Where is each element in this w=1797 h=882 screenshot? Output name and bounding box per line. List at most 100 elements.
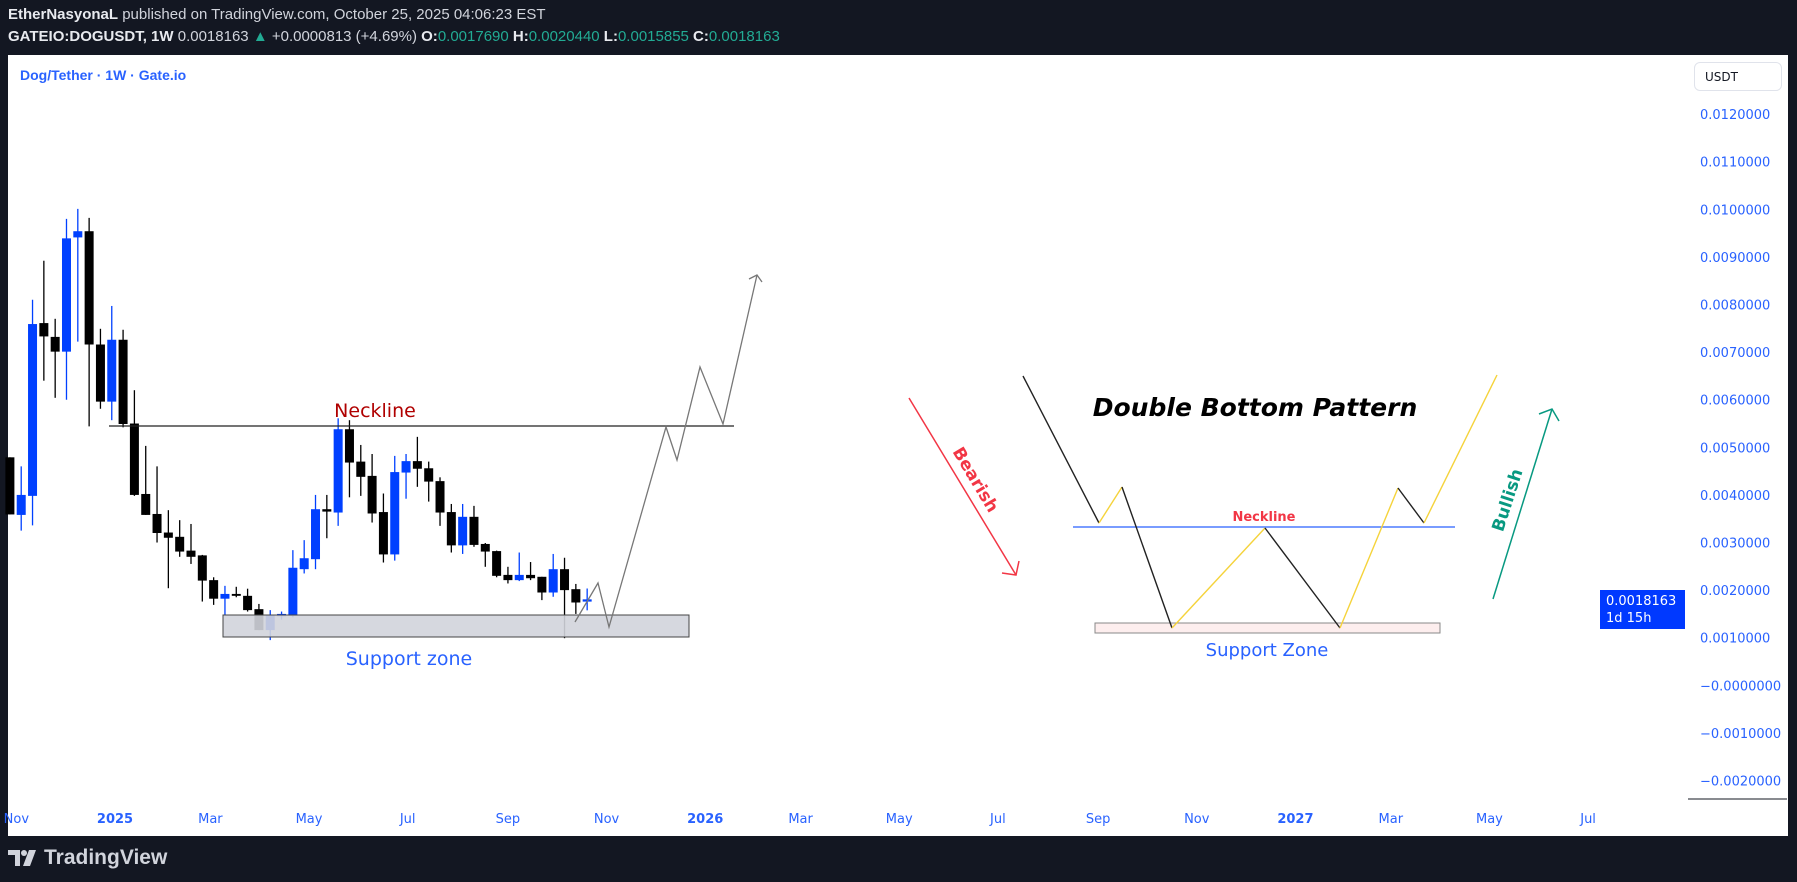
candle bbox=[571, 583, 581, 614]
candle-body bbox=[356, 461, 366, 477]
candle-body bbox=[401, 461, 411, 473]
candle-body bbox=[311, 509, 321, 560]
candle-body bbox=[39, 323, 49, 337]
close-label: C: bbox=[693, 28, 709, 45]
price-tick-label: 0.0030000 bbox=[1700, 537, 1770, 552]
candle-body bbox=[243, 595, 253, 611]
candle bbox=[5, 457, 15, 515]
candle bbox=[469, 505, 479, 547]
time-tick-label: Nov bbox=[1184, 812, 1210, 827]
currency-button[interactable]: USDT bbox=[1694, 62, 1782, 91]
candle-body bbox=[560, 569, 570, 591]
bullish-arrow[interactable] bbox=[1492, 408, 1553, 600]
time-tick-label: Sep bbox=[496, 812, 521, 827]
candle bbox=[299, 540, 309, 574]
tradingview-logo-icon bbox=[8, 850, 36, 866]
triangle-up-icon: ▲ bbox=[252, 28, 268, 45]
price-tick-label: 0.0090000 bbox=[1700, 251, 1770, 266]
candle bbox=[435, 477, 445, 526]
candle bbox=[175, 520, 185, 557]
pattern-leg bbox=[1121, 486, 1173, 629]
candle-body bbox=[344, 429, 354, 463]
candle-body bbox=[390, 472, 400, 555]
time-tick-label: Mar bbox=[1379, 812, 1404, 827]
candle-body bbox=[141, 493, 151, 515]
pattern-title: Double Bottom Pattern bbox=[1093, 393, 1418, 422]
time-tick-label: May bbox=[296, 812, 323, 827]
candle bbox=[107, 305, 117, 421]
time-axis: Nov 2025 Mar May Jul Sep Nov 2026 Mar May Jul Sep No… bbox=[4, 812, 1596, 827]
candle-body bbox=[435, 481, 445, 513]
price-tick-label: −0.0020000 bbox=[1700, 775, 1781, 790]
arrow-down-icon bbox=[1001, 560, 1020, 576]
candle bbox=[378, 493, 388, 563]
candle bbox=[412, 436, 422, 487]
time-tick-label: May bbox=[1476, 812, 1503, 827]
candle-body bbox=[537, 576, 547, 593]
candle-body bbox=[129, 423, 139, 495]
close-value: 0.0018163 bbox=[708, 28, 780, 45]
candle bbox=[446, 503, 456, 553]
candle-body bbox=[514, 574, 524, 581]
candle-body bbox=[367, 475, 377, 514]
candle-body bbox=[526, 574, 536, 579]
candle-body bbox=[412, 461, 422, 469]
time-tick-label: Nov bbox=[594, 812, 620, 827]
candle bbox=[288, 550, 298, 618]
last-price-tag-value: 0.0018163 bbox=[1606, 594, 1677, 609]
candle bbox=[537, 576, 547, 601]
support-zone-right[interactable] bbox=[1094, 622, 1441, 634]
candle bbox=[84, 217, 94, 427]
price-tick-label: 0.0040000 bbox=[1700, 489, 1770, 504]
price-tick-label: −0.0010000 bbox=[1700, 727, 1781, 742]
time-tick-label: 2027 bbox=[1277, 812, 1313, 827]
time-tick-label: 2026 bbox=[687, 812, 723, 827]
candle-body bbox=[5, 457, 15, 515]
candle-body bbox=[152, 513, 162, 534]
candle bbox=[73, 208, 83, 342]
brand-name: TradingView bbox=[44, 846, 168, 869]
candle-body bbox=[458, 516, 468, 546]
candle-body bbox=[61, 238, 71, 352]
candle-body bbox=[378, 512, 388, 555]
candle bbox=[220, 585, 230, 615]
ohlc-legend: GATEIO:DOGUSDT, 1W 0.0018163 ▲ +0.000081… bbox=[8, 28, 780, 45]
neckline-label-right: Neckline bbox=[1232, 510, 1295, 525]
candle-body bbox=[299, 558, 309, 570]
projection-path[interactable] bbox=[574, 274, 758, 630]
candle bbox=[333, 418, 343, 526]
candle bbox=[503, 566, 513, 584]
candle bbox=[163, 510, 173, 589]
candle bbox=[186, 523, 196, 564]
time-tick-label: 2025 bbox=[97, 812, 133, 827]
candles bbox=[5, 208, 592, 641]
candle bbox=[16, 466, 26, 531]
arrow-up-icon bbox=[1538, 408, 1560, 422]
time-tick-label: Mar bbox=[788, 812, 813, 827]
time-tick-label: Sep bbox=[1086, 812, 1111, 827]
candle-body bbox=[175, 536, 185, 552]
candle bbox=[424, 461, 434, 502]
candle-body bbox=[288, 567, 298, 616]
candle bbox=[390, 455, 400, 561]
candle bbox=[209, 577, 219, 605]
tradingview-logo[interactable]: TradingView bbox=[8, 846, 167, 870]
author-name[interactable]: EtherNasyonaL bbox=[8, 6, 119, 23]
candle bbox=[152, 466, 162, 543]
bearish-label: Bearish bbox=[948, 444, 1002, 516]
support-zone-left[interactable] bbox=[222, 614, 690, 638]
candle bbox=[50, 318, 60, 398]
double-bottom-path bbox=[1022, 374, 1498, 629]
price-tick-label: 0.0100000 bbox=[1700, 203, 1770, 218]
candle bbox=[458, 503, 468, 554]
candle bbox=[344, 420, 354, 498]
chart-area[interactable] bbox=[8, 55, 1788, 836]
open-label: O: bbox=[421, 28, 438, 45]
candle-body bbox=[231, 593, 241, 596]
time-tick-label: May bbox=[886, 812, 913, 827]
bullish-label: Bullish bbox=[1488, 466, 1527, 534]
bearish-arrow[interactable] bbox=[908, 397, 1017, 576]
candle-body bbox=[480, 543, 490, 552]
candle bbox=[95, 328, 105, 409]
